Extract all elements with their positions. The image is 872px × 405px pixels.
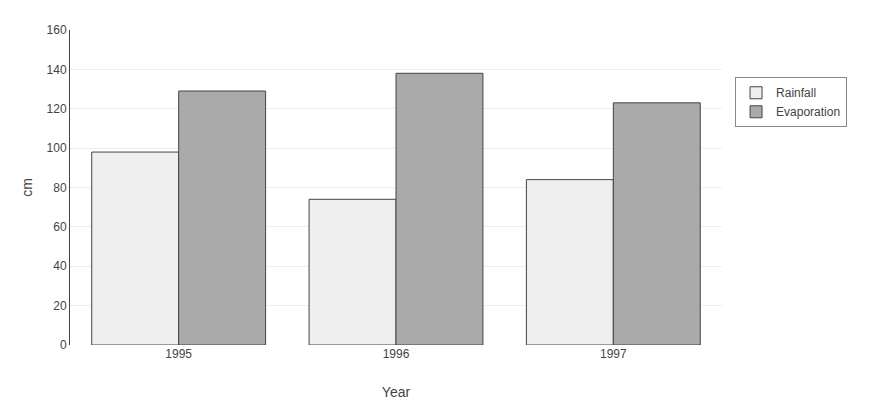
svg-text:Rainfall: Rainfall bbox=[776, 86, 816, 100]
svg-text:160: 160 bbox=[47, 23, 67, 37]
svg-text:40: 40 bbox=[53, 259, 67, 273]
svg-text:cm: cm bbox=[19, 178, 35, 197]
svg-text:20: 20 bbox=[53, 299, 67, 313]
svg-text:1997: 1997 bbox=[600, 347, 627, 361]
svg-text:140: 140 bbox=[47, 63, 67, 77]
svg-text:Year: Year bbox=[382, 384, 411, 400]
svg-text:60: 60 bbox=[53, 220, 67, 234]
svg-text:1995: 1995 bbox=[165, 347, 192, 361]
svg-text:80: 80 bbox=[53, 181, 67, 195]
svg-text:Evaporation: Evaporation bbox=[776, 105, 840, 119]
svg-text:0: 0 bbox=[60, 338, 67, 352]
svg-text:100: 100 bbox=[47, 141, 67, 155]
svg-text:120: 120 bbox=[47, 102, 67, 116]
svg-text:1996: 1996 bbox=[383, 347, 410, 361]
